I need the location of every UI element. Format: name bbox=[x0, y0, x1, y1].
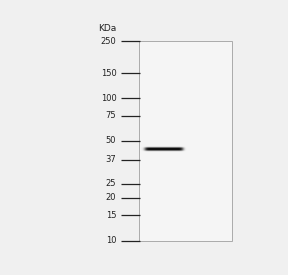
Text: 75: 75 bbox=[106, 111, 116, 120]
Text: 15: 15 bbox=[106, 211, 116, 220]
Text: 100: 100 bbox=[101, 94, 116, 103]
Text: 50: 50 bbox=[106, 136, 116, 145]
Bar bbox=[139, 42, 232, 241]
Text: 10: 10 bbox=[106, 236, 116, 245]
Text: 37: 37 bbox=[106, 155, 116, 164]
Text: 20: 20 bbox=[106, 193, 116, 202]
Text: 150: 150 bbox=[101, 68, 116, 78]
Text: KDa: KDa bbox=[98, 24, 116, 33]
Text: 25: 25 bbox=[106, 179, 116, 188]
Text: 250: 250 bbox=[101, 37, 116, 46]
